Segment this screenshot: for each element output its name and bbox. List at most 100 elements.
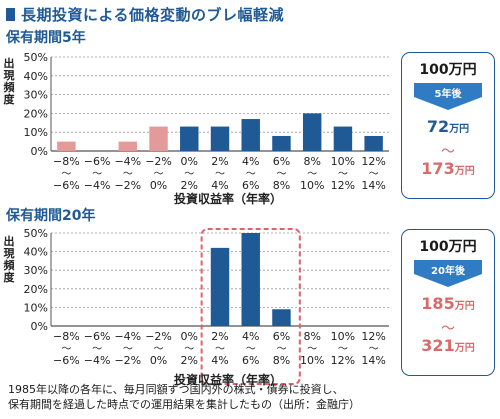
x-tick-label: 〜: [154, 169, 164, 180]
x-tick-label: 2%: [181, 354, 198, 367]
chart-5y-ylabel: 出現頻度: [3, 57, 15, 106]
result-box-20y: 100万円 20年後 185万円 〜 321万円: [401, 229, 495, 376]
x-tick-label: −6%: [84, 330, 111, 343]
bar: [364, 135, 383, 151]
x-tick-label: 〜: [369, 344, 379, 355]
x-tick-label: −4%: [114, 155, 141, 168]
x-tick-label: −6%: [53, 354, 80, 367]
x-tick-label: 6%: [242, 179, 259, 192]
y-tick-label: 50%: [24, 51, 48, 64]
bar: [210, 247, 230, 326]
page-title: 長期投資による価格変動のブレ幅軽減: [21, 5, 285, 24]
bar: [302, 113, 322, 151]
box-5y-tilde: 〜: [441, 144, 455, 160]
footnote: 1985年以降の各年に、毎月同額ずつ国内外の株式・債券に投資し、 保有期間を経過…: [8, 382, 360, 412]
y-tick-label: 40%: [24, 246, 48, 259]
bar: [241, 233, 260, 326]
footnote-line: 1985年以降の各年に、毎月同額ずつ国内外の株式・債券に投資し、: [8, 383, 344, 396]
bar: [118, 141, 138, 151]
bar: [272, 135, 291, 151]
y-tick-label: 20%: [24, 283, 48, 296]
bar: [149, 126, 168, 151]
x-tick-label: 6%: [242, 354, 259, 367]
x-tick-label: 10%: [300, 179, 324, 192]
x-tick-label: 〜: [246, 344, 256, 355]
x-tick-label: 8%: [273, 179, 290, 192]
bar: [210, 126, 230, 151]
x-tick-label: 0%: [150, 354, 167, 367]
x-tick-label: −6%: [84, 155, 111, 168]
x-tick-label: 2%: [211, 155, 228, 168]
x-tick-label: 〜: [369, 169, 379, 180]
bar: [57, 141, 76, 151]
x-tick-label: 0%: [181, 155, 198, 168]
result-box-5y: 100万円 5年後 72万円 〜 173万円: [401, 52, 495, 199]
x-tick-label: 〜: [92, 344, 102, 355]
x-tick-label: −4%: [84, 179, 111, 192]
x-tick-label: 〜: [123, 169, 133, 180]
chart-5y-title: 保有期間5年: [6, 30, 86, 46]
x-tick-label: 4%: [242, 155, 259, 168]
x-tick-label: 〜: [61, 344, 71, 355]
bar: [272, 309, 291, 326]
x-tick-label: −6%: [53, 179, 80, 192]
arrow-down-icon: [414, 83, 482, 110]
y-tick-label: 0%: [31, 320, 48, 333]
x-tick-label: 2%: [181, 179, 198, 192]
x-axis-label: 投資収益率（年率）: [174, 191, 282, 206]
arrow-down-icon: [414, 260, 482, 287]
x-tick-label: 〜: [61, 169, 71, 180]
x-tick-label: −2%: [145, 155, 172, 168]
y-tick-label: 30%: [24, 89, 48, 102]
bar: [241, 119, 260, 151]
x-tick-label: 〜: [276, 344, 286, 355]
chart-20y: 0%10%20%30%40%50%−8%〜−6%−6%〜−4%−4%〜−2%−2…: [24, 227, 389, 387]
y-tick-label: 40%: [24, 70, 48, 83]
x-tick-label: 4%: [211, 179, 228, 192]
x-tick-label: 10%: [331, 330, 355, 343]
box-20y-high: 321万円: [421, 336, 475, 355]
box-20y-start-amount: 100万円: [419, 239, 477, 255]
x-tick-label: 〜: [215, 169, 225, 180]
page-header: 長期投資による価格変動のブレ幅軽減: [6, 4, 284, 24]
x-tick-label: −4%: [84, 354, 111, 367]
x-tick-label: 10%: [300, 354, 324, 367]
x-tick-label: 8%: [303, 330, 320, 343]
y-tick-label: 10%: [24, 126, 48, 139]
box-20y-low: 185万円: [421, 294, 475, 313]
x-tick-label: 6%: [273, 155, 290, 168]
x-tick-label: 12%: [361, 155, 385, 168]
x-tick-label: 〜: [92, 169, 102, 180]
box-20y-tilde: 〜: [441, 321, 455, 337]
x-tick-label: 0%: [181, 330, 198, 343]
x-tick-label: 〜: [338, 169, 348, 180]
x-tick-label: 〜: [215, 344, 225, 355]
x-tick-label: 2%: [211, 330, 228, 343]
x-tick-label: 4%: [242, 330, 259, 343]
x-tick-label: 〜: [307, 169, 317, 180]
x-tick-label: −8%: [53, 155, 80, 168]
chart-20y-ylabel: 出現頻度: [3, 235, 15, 284]
x-tick-label: −2%: [114, 354, 141, 367]
title-square-icon: [6, 7, 15, 21]
x-tick-label: 12%: [331, 179, 355, 192]
x-tick-label: 〜: [338, 344, 348, 355]
x-tick-label: −2%: [114, 179, 141, 192]
bar: [333, 126, 353, 151]
x-tick-label: 〜: [123, 344, 133, 355]
x-tick-label: −2%: [145, 330, 172, 343]
x-tick-label: 〜: [184, 344, 194, 355]
x-tick-label: 〜: [246, 169, 256, 180]
highlight-box: [200, 228, 301, 385]
x-tick-label: 0%: [150, 179, 167, 192]
footnote-line: 保有期間を経過した時点での運用結果を集計したもの（出所：金融庁）: [8, 398, 360, 411]
chart-5y: 0%10%20%30%40%50%−8%〜−6%−6%〜−4%−4%〜−2%−2…: [24, 51, 389, 206]
x-tick-label: 6%: [273, 330, 290, 343]
x-axis-label: 投資収益率（年率）: [174, 372, 282, 387]
x-tick-label: 〜: [276, 169, 286, 180]
x-tick-label: −4%: [114, 330, 141, 343]
x-tick-label: 12%: [331, 354, 355, 367]
box-5y-years: 5年後: [434, 89, 462, 100]
y-tick-label: 0%: [31, 145, 48, 158]
box-5y-high: 173万円: [421, 159, 475, 178]
